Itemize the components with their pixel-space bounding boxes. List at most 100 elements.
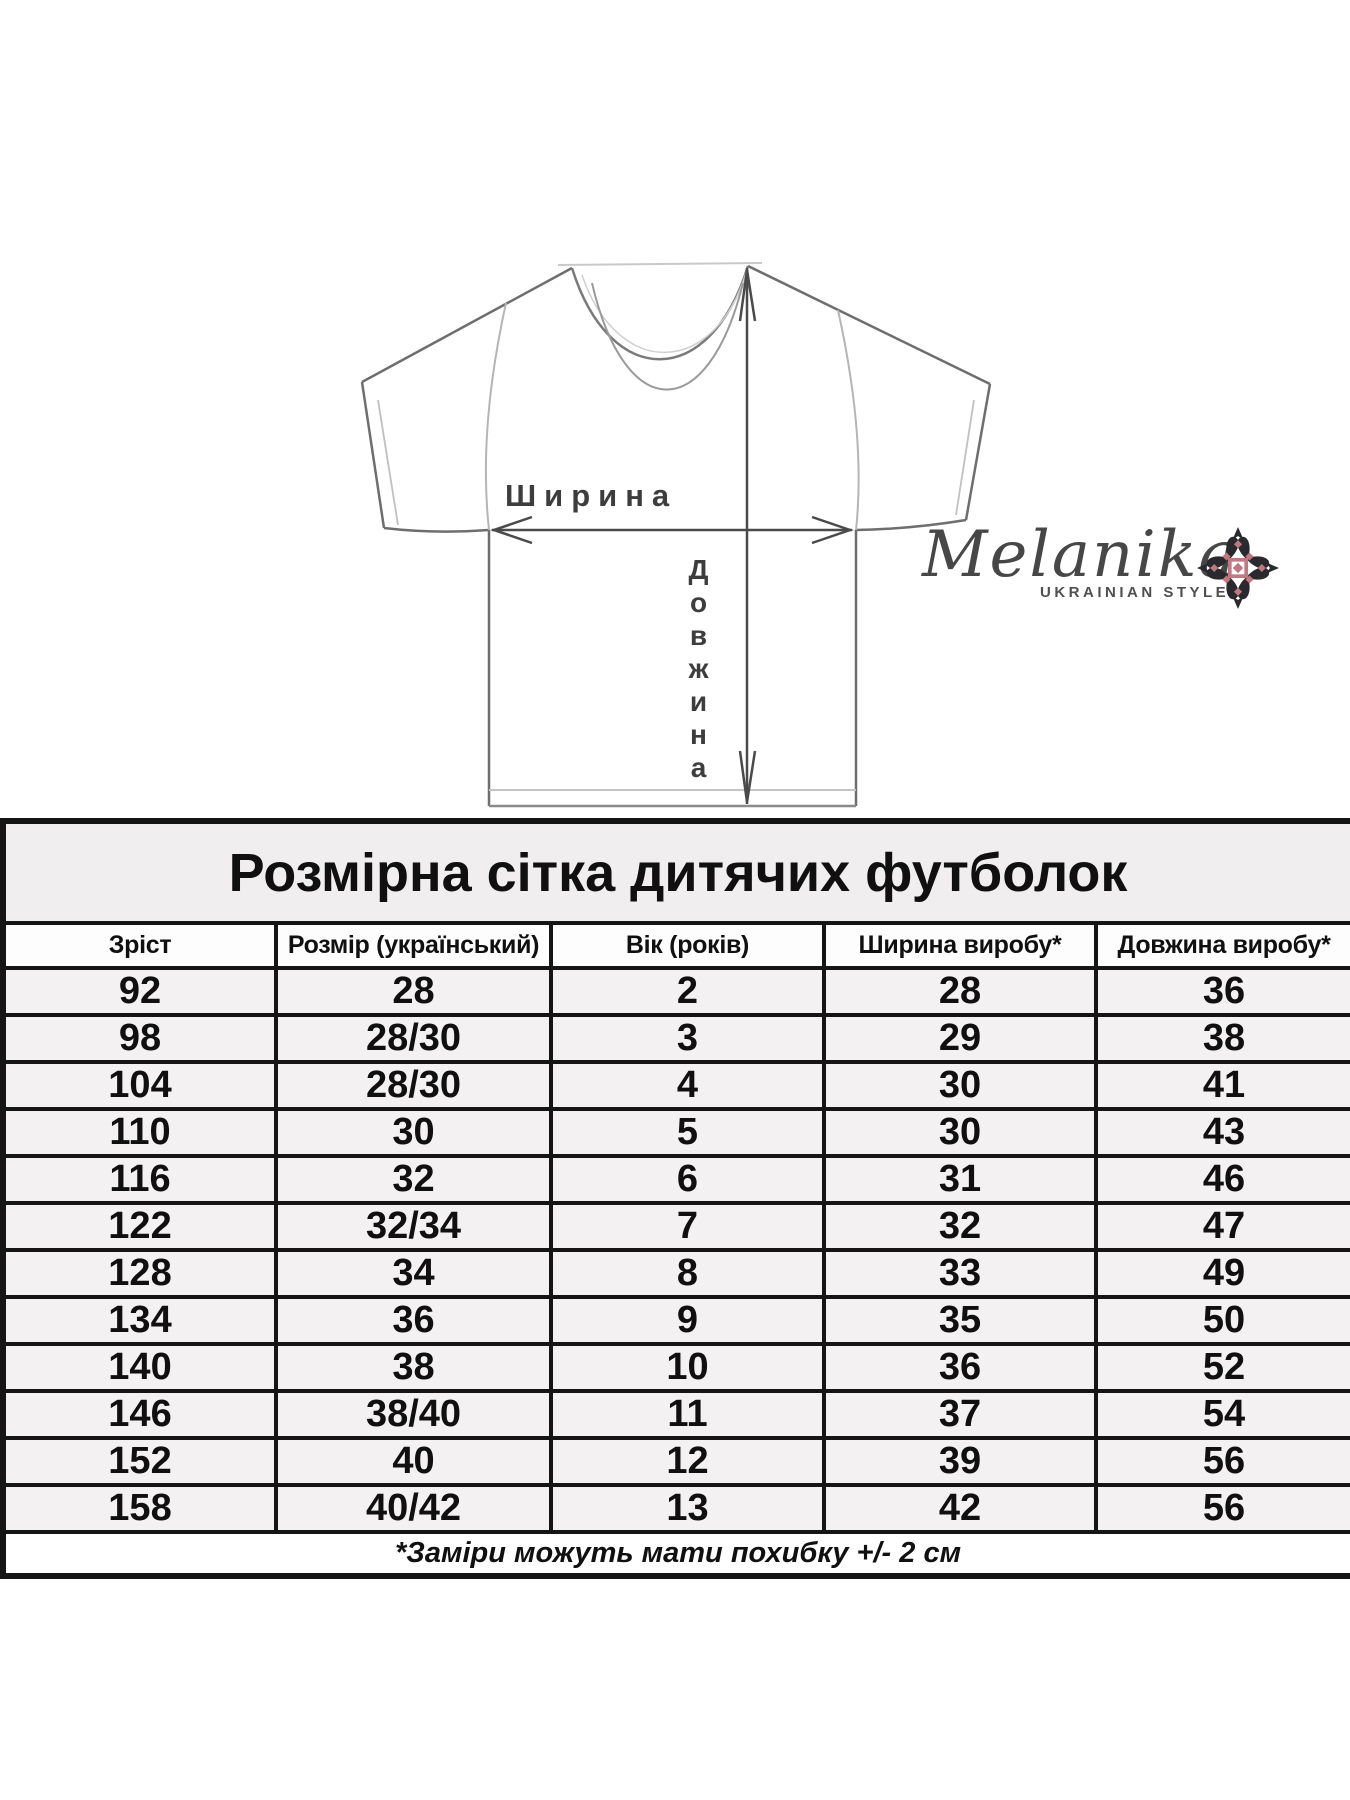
cell: 158 <box>1 1483 278 1534</box>
cell: 30 <box>274 1107 553 1158</box>
column-header-length: Довжина виробу* <box>1093 921 1350 970</box>
brand-logo-text: Melanika <box>922 518 1239 592</box>
table-title: Розмірна сітка дитячих футболок <box>0 819 1350 925</box>
cell: 47 <box>1093 1201 1350 1252</box>
table-row: 134 36 9 35 50 <box>1 1295 1350 1346</box>
cell: 43 <box>1093 1107 1350 1158</box>
table-row: 158 40/42 13 42 56 <box>1 1483 1350 1534</box>
cell: 116 <box>1 1154 278 1205</box>
cell: 29 <box>822 1013 1098 1064</box>
column-header-width: Ширина виробу* <box>822 921 1098 970</box>
cell: 98 <box>1 1013 278 1064</box>
cell: 152 <box>1 1436 278 1487</box>
cell: 32/34 <box>274 1201 553 1252</box>
tshirt-outline <box>361 266 573 384</box>
tshirt-diagram <box>360 262 992 808</box>
width-arrow <box>490 515 854 545</box>
cell: 9 <box>549 1295 826 1346</box>
cell: 46 <box>1093 1154 1350 1205</box>
cell: 12 <box>549 1436 826 1487</box>
table-footnote-row: *Заміри можуть мати похибку +/- 2 см <box>0 1530 1350 1578</box>
cell: 35 <box>822 1295 1098 1346</box>
cell: 5 <box>549 1107 826 1158</box>
table-footnote: *Заміри можуть мати похибку +/- 2 см <box>0 1530 1350 1578</box>
cell: 28 <box>822 966 1098 1017</box>
ornament-leaves <box>1206 536 1270 600</box>
cell: 38/40 <box>274 1389 553 1440</box>
table-row: 104 28/30 4 30 41 <box>1 1060 1350 1111</box>
cell: 28 <box>274 966 553 1017</box>
cell: 33 <box>822 1248 1098 1299</box>
cell: 28/30 <box>274 1060 553 1111</box>
cell: 3 <box>549 1013 826 1064</box>
column-header-age: Вік (років) <box>549 921 826 970</box>
cell: 32 <box>274 1154 553 1205</box>
cell: 10 <box>549 1342 826 1393</box>
table-row: 152 40 12 39 56 <box>1 1436 1350 1487</box>
cell: 128 <box>1 1248 278 1299</box>
folk-ornament-icon <box>1197 527 1279 609</box>
cell: 4 <box>549 1060 826 1111</box>
collar-outline <box>570 265 750 361</box>
cell: 39 <box>822 1436 1098 1487</box>
table-row: 128 34 8 33 49 <box>1 1248 1350 1299</box>
brand-tagline: UKRAINIAN STYLE <box>1040 584 1230 601</box>
table-row: 140 38 10 36 52 <box>1 1342 1350 1393</box>
cell: 30 <box>822 1107 1098 1158</box>
cell: 34 <box>274 1248 553 1299</box>
cell: 110 <box>1 1107 278 1158</box>
cell: 36 <box>1093 966 1350 1017</box>
cell: 36 <box>274 1295 553 1346</box>
shoulder-top-line <box>557 262 763 266</box>
table-row: 122 32/34 7 32 47 <box>1 1201 1350 1252</box>
column-header-size: Розмір (український) <box>274 921 553 970</box>
ornament-spears <box>1197 527 1279 609</box>
cell: 37 <box>822 1389 1098 1440</box>
cell: 52 <box>1093 1342 1350 1393</box>
table-row: 110 30 5 30 43 <box>1 1107 1350 1158</box>
cell: 49 <box>1093 1248 1350 1299</box>
cell: 146 <box>1 1389 278 1440</box>
cell: 42 <box>822 1483 1098 1534</box>
length-label: Довжина <box>683 554 714 785</box>
cell: 38 <box>1093 1013 1350 1064</box>
cell: 38 <box>274 1342 553 1393</box>
cell: 56 <box>1093 1483 1350 1534</box>
table-row: 146 38/40 11 37 54 <box>1 1389 1350 1440</box>
table-row: 92 28 2 28 36 <box>1 966 1350 1017</box>
cell: 50 <box>1093 1295 1350 1346</box>
cell: 32 <box>822 1201 1098 1252</box>
cell: 41 <box>1093 1060 1350 1111</box>
cell: 56 <box>1093 1436 1350 1487</box>
table-header-row: Зріст Розмір (український) Вік (років) Ш… <box>1 921 1350 970</box>
cell: 8 <box>549 1248 826 1299</box>
cell: 13 <box>549 1483 826 1534</box>
armhole-seam <box>484 302 507 531</box>
cell: 92 <box>1 966 278 1017</box>
cell: 2 <box>549 966 826 1017</box>
table-row: 116 32 6 31 46 <box>1 1154 1350 1205</box>
cell: 7 <box>549 1201 826 1252</box>
cell: 54 <box>1093 1389 1350 1440</box>
column-header-height: Зріст <box>1 921 278 970</box>
cell: 134 <box>1 1295 278 1346</box>
sleeve-seam <box>377 399 399 526</box>
width-label: Ширина <box>505 478 678 513</box>
cell: 122 <box>1 1201 278 1252</box>
cell: 40/42 <box>274 1483 553 1534</box>
table-row: 98 28/30 3 29 38 <box>1 1013 1350 1064</box>
cell: 140 <box>1 1342 278 1393</box>
size-table: Розмірна сітка дитячих футболок Зріст Ро… <box>0 818 1350 1579</box>
cell: 31 <box>822 1154 1098 1205</box>
cell: 28/30 <box>274 1013 553 1064</box>
cell: 104 <box>1 1060 278 1111</box>
length-arrow <box>738 268 757 804</box>
cell: 11 <box>549 1389 826 1440</box>
cell: 6 <box>549 1154 826 1205</box>
ornament-center <box>1227 557 1249 579</box>
cell: 40 <box>274 1436 553 1487</box>
cell: 30 <box>822 1060 1098 1111</box>
cell: 36 <box>822 1342 1098 1393</box>
table-title-row: Розмірна сітка дитячих футболок <box>0 819 1350 925</box>
